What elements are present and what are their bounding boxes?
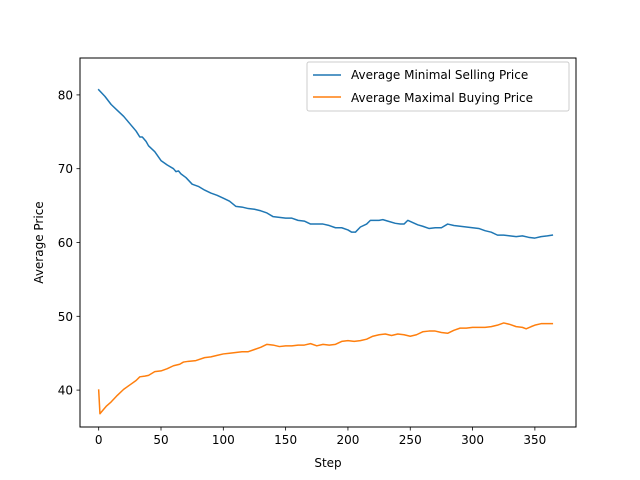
legend-box	[306, 61, 570, 112]
legend: Average Minimal Selling Price Average Ma…	[306, 61, 570, 112]
x-tick-label: 50	[153, 433, 168, 447]
x-axis-label: Step	[314, 456, 341, 470]
x-tick-label: 300	[461, 433, 484, 447]
y-tick-label: 70	[58, 162, 73, 176]
legend-label-buying: Average Maximal Buying Price	[351, 91, 533, 105]
x-axis-ticks: 0 50 100 150 200 250 300 350	[95, 427, 546, 447]
series-line-selling-price	[97, 88, 554, 239]
legend-label-selling: Average Minimal Selling Price	[351, 68, 528, 82]
series-lines	[97, 88, 554, 415]
x-tick-label: 250	[399, 433, 422, 447]
y-axis-label: Average Price	[32, 201, 46, 283]
x-tick-label: 0	[95, 433, 103, 447]
series-line-buying-price	[97, 322, 554, 415]
x-tick-label: 100	[212, 433, 235, 447]
y-tick-label: 50	[58, 310, 73, 324]
axes-frame	[79, 57, 577, 428]
x-tick-label: 350	[523, 433, 546, 447]
x-tick-label: 200	[336, 433, 359, 447]
y-tick-label: 80	[58, 88, 73, 102]
y-tick-label: 40	[58, 384, 73, 398]
y-axis-ticks: 40 50 60 70 80	[58, 88, 80, 398]
x-tick-label: 150	[274, 433, 297, 447]
plot-area	[80, 58, 576, 427]
y-tick-label: 60	[58, 236, 73, 250]
